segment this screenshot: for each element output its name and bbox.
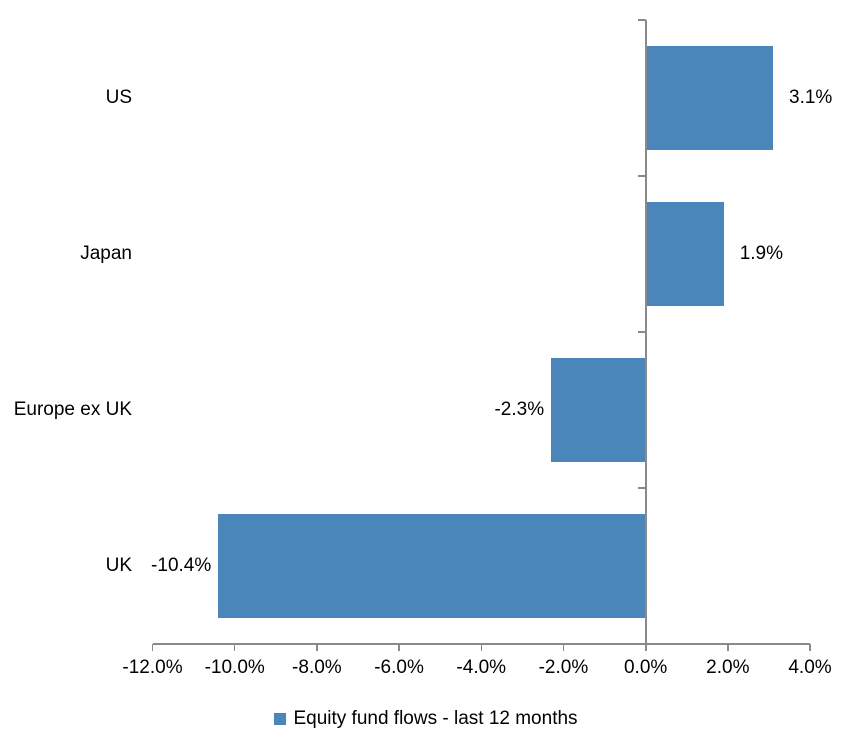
x-axis-tick	[316, 644, 318, 651]
bar-us	[645, 46, 774, 150]
bar-value-label-japan: 1.9%	[739, 243, 784, 264]
category-label-uk: UK	[105, 555, 132, 576]
x-tick-label-0-0: 0.0%	[623, 657, 668, 678]
bar-value-label-europe-ex-uk: -2.3%	[494, 399, 545, 420]
x-tick-label-2-0: 2.0%	[706, 657, 750, 678]
category-axis-tick	[637, 487, 646, 489]
x-axis-tick	[233, 644, 236, 651]
x-tick-label-4-0: 4.0%	[788, 657, 832, 678]
x-axis-tick	[644, 644, 647, 651]
x-tick-label-8-0: -8.0%	[292, 657, 342, 678]
category-label-us: US	[105, 87, 132, 108]
x-axis-tick	[151, 644, 154, 651]
bar-japan	[645, 202, 724, 306]
legend-label: Equity fund flows - last 12 months	[293, 708, 578, 729]
x-axis-tick	[398, 644, 400, 651]
bar-value-label-us: 3.1%	[789, 87, 833, 108]
x-axis-tick	[727, 644, 729, 651]
category-axis-tick	[637, 331, 646, 333]
zero-axis-line	[644, 20, 647, 651]
x-tick-label-12-0: -12.0%	[122, 657, 183, 678]
x-tick-label-4-0: -4.0%	[456, 657, 507, 678]
bar-value-label-uk: -10.4%	[151, 555, 212, 576]
x-axis-tick	[562, 644, 565, 651]
legend-swatch-icon	[274, 713, 287, 725]
category-axis-tick	[637, 643, 646, 645]
category-axis-tick	[637, 19, 646, 21]
x-axis-tick	[809, 644, 811, 651]
x-tick-label-10-0: -10.0%	[204, 657, 265, 678]
bar-uk	[218, 514, 646, 618]
x-tick-label-2-0: -2.0%	[538, 657, 589, 678]
x-axis-tick	[480, 644, 482, 651]
bar-europe-ex-uk	[551, 358, 646, 462]
category-axis-tick	[637, 175, 646, 177]
x-tick-label-6-0: -6.0%	[374, 657, 424, 678]
legend: Equity fund flows - last 12 months	[0, 704, 852, 734]
category-label-japan: Japan	[80, 243, 132, 264]
category-label-europe-ex-uk: Europe ex UK	[13, 399, 132, 420]
